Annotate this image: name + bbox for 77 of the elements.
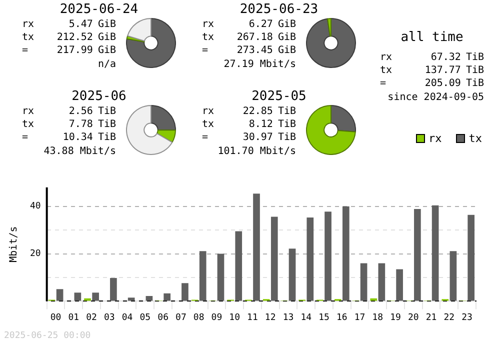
bar [182, 283, 188, 301]
bar [217, 254, 224, 301]
bar [146, 296, 153, 301]
bar [450, 251, 457, 301]
bar [110, 278, 117, 301]
text: rx 2.56 TiB [22, 106, 116, 117]
y-axis-title: Mbit/s [8, 226, 20, 262]
x-tick-label: 11 [247, 312, 258, 323]
chart-title: 2025-06 [72, 89, 126, 104]
bar [432, 205, 439, 301]
bar [235, 231, 242, 301]
x-tick-label: 07 [176, 312, 186, 323]
bar [92, 292, 99, 301]
text: = 205.09 TiB [380, 78, 484, 89]
text: tx 137.77 TiB [380, 65, 484, 76]
x-tick-label: 03 [104, 312, 115, 323]
text: rx 67.32 TiB [380, 52, 484, 63]
bar [360, 263, 368, 301]
x-tick-label: 10 [229, 312, 240, 323]
legend-label: rx [428, 132, 442, 145]
x-tick-label: 00 [50, 312, 62, 323]
x-tick-label: 19 [390, 312, 401, 323]
text: all time [400, 30, 464, 45]
bar [468, 214, 475, 301]
x-tick-label: 09 [211, 312, 222, 323]
x-tick-label: 01 [68, 312, 80, 323]
x-tick-label: 21 [426, 312, 437, 323]
text: 43.88 Mbit/s [42, 145, 116, 158]
bar [342, 206, 350, 301]
legend-label: tx [468, 132, 482, 145]
text: = 30.97 TiB [202, 132, 296, 143]
x-tick-label: 18 [372, 312, 384, 323]
bar [199, 251, 206, 301]
text: rx 22.85 TiB [202, 106, 296, 117]
bar [378, 263, 386, 301]
bar [396, 269, 403, 301]
bar [324, 212, 332, 301]
x-tick-label: 22 [444, 312, 455, 323]
text: n/a [96, 58, 116, 71]
x-tick-label: 14 [300, 312, 312, 323]
bar [253, 194, 260, 301]
bar [164, 293, 171, 301]
text: 27.19 Mbit/s [222, 58, 296, 71]
text: 101.70 Mbit/s [216, 145, 296, 158]
x-tick-label: 15 [318, 312, 330, 323]
text: = 10.34 TiB [22, 132, 116, 143]
x-tick-label: 06 [158, 312, 168, 323]
text: tx 7.78 TiB [22, 119, 116, 130]
chart-title: 2025-06-24 [60, 2, 138, 17]
text: rx 5.47 GiB [22, 19, 116, 30]
text: since 2024-09-05 [386, 91, 484, 104]
x-tick-label: 23 [462, 312, 472, 323]
x-tick-label: 20 [408, 312, 419, 323]
text: = 273.45 GiB [202, 45, 296, 56]
bar [56, 289, 64, 301]
chart-title: 2025-05 [252, 89, 306, 104]
x-tick-label: 02 [86, 312, 97, 323]
text: tx 212.52 GiB [22, 32, 116, 43]
y-tick-label: 40 [30, 202, 41, 212]
text: = 217.99 GiB [22, 45, 116, 56]
bar [288, 248, 296, 301]
x-tick-label: 04 [122, 312, 133, 323]
x-tick-label: 13 [282, 312, 294, 323]
x-tick-label: 12 [264, 312, 276, 323]
text: rx 6.27 GiB [202, 19, 296, 30]
x-tick-label: 05 [140, 312, 151, 323]
text: tx 8.12 TiB [202, 119, 296, 130]
text: tx 267.18 GiB [202, 32, 296, 43]
x-tick-label: 08 [193, 312, 204, 323]
bar [414, 208, 421, 301]
chart-title: 2025-06-23 [240, 2, 318, 17]
x-tick-label: 16 [336, 312, 348, 323]
x-tick-label: 17 [354, 312, 366, 323]
bar [74, 292, 82, 301]
bar [306, 218, 314, 301]
bar [270, 216, 278, 301]
bar [128, 298, 135, 301]
